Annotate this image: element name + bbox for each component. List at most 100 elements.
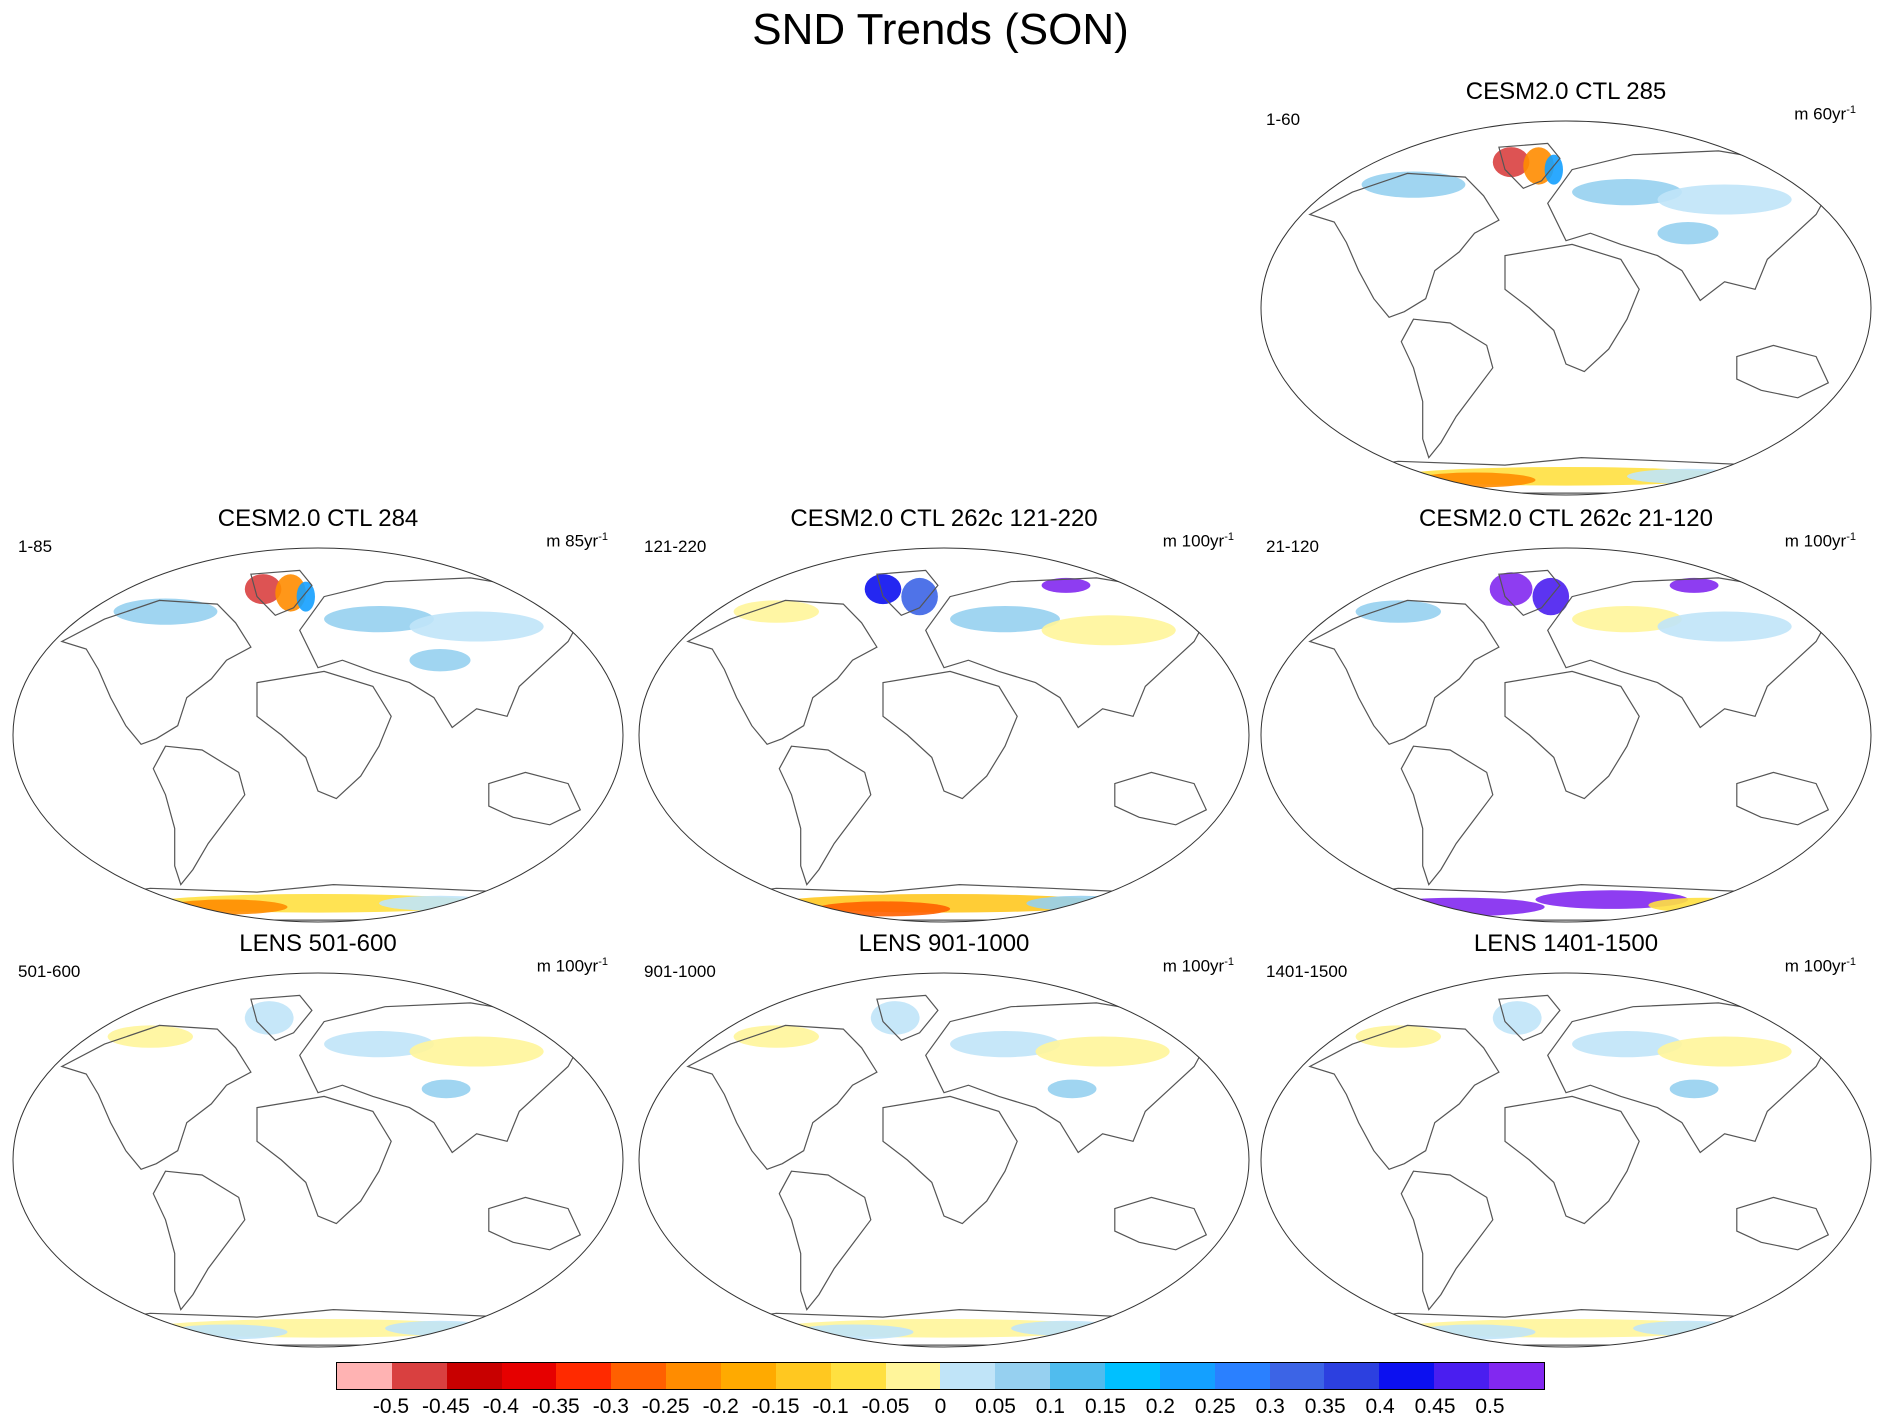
colorbar [336,1362,1545,1390]
panel-period-label: 1-60 [1266,110,1301,129]
colorbar-swatch [1379,1363,1435,1389]
colorbar-tick-label: -0.2 [702,1395,739,1418]
world-map [638,972,1250,1348]
coastline [60,1024,252,1171]
colorbar-tick-label: -0.4 [482,1395,519,1418]
coastline [1736,344,1830,399]
coastline [299,1002,582,1154]
colorbar-tick-label: 0.25 [1194,1395,1236,1418]
map-panel: CESM2.0 CTL 262c 21-120 21-120 m 100yr-1 [1256,505,1876,925]
snow-trend-patch [1669,577,1719,593]
colorbar-tick-label: 0 [934,1395,947,1418]
coastline [686,1024,878,1171]
map-border [1260,120,1872,496]
snow-trend-patch [409,1036,544,1067]
coastline [73,883,563,921]
snow-trend-patch [1657,1036,1792,1067]
colorbar-tick-label: -0.3 [592,1395,629,1418]
map-border [1260,547,1872,923]
coastline [488,771,582,826]
coastline [1547,577,1830,729]
snow-trend-patch [244,1001,294,1035]
map-panel: CESM2.0 CTL 262c 121-220 121-220 m 100yr-1 [634,505,1254,925]
map-panel: LENS 501-600 501-600 m 100yr-1 [8,930,628,1350]
panel-period-label: 501-600 [18,962,81,981]
units-text: m 100yr [1162,956,1225,976]
map-border [12,547,624,923]
colorbar-swatch [775,1363,831,1389]
snow-trend-patch [409,649,471,672]
snow-trend-patch [165,899,288,915]
coastline [152,1170,246,1311]
snow-trend-patch [1355,600,1441,623]
snow-trend-patch [870,1001,920,1035]
coastline [299,577,582,729]
snow-trend-patch [733,600,819,623]
units-exponent: -1 [1846,956,1856,968]
units-exponent: -1 [598,531,608,543]
units-exponent: -1 [1846,531,1856,543]
units-text: m 85yr [546,531,599,551]
panel-title: CESM2.0 CTL 262c 121-220 [790,505,1098,532]
snow-trend-patch [324,1031,434,1058]
coastline [1547,1002,1830,1154]
snow-trend-patch [165,1324,288,1340]
snow-trend-patch [1041,615,1176,646]
colorbar-labels: -0.5 -0.45 -0.4 -0.35 -0.3 -0.25 -0.2 -0.15 -0.1… [336,1395,1545,1421]
snow-trend-patch [1489,572,1533,606]
snow-trend-patch [733,1025,819,1048]
colorbar-swatch [995,1363,1051,1389]
snow-trend-patch [1657,222,1719,245]
snow-trend-patch [379,895,501,911]
panel-period-label: 21-120 [1266,537,1319,556]
snow-trend-patch [324,606,434,633]
panel-title: CESM2.0 CTL 285 [1465,78,1667,105]
colorbar-swatch [1159,1363,1215,1389]
coastline [1400,745,1494,886]
snow-trend-patch [1492,147,1530,178]
colorbar-tick-label: 0.2 [1145,1395,1175,1418]
world-map [638,547,1250,923]
colorbar-tick-label: -0.1 [812,1395,849,1418]
colorbar-swatch [337,1363,392,1389]
panel-title: CESM2.0 CTL 284 [217,505,419,532]
snow-trend-patch [1572,606,1682,633]
colorbar-tick-label: 0.35 [1304,1395,1346,1418]
snow-trend-patch [1035,1036,1170,1067]
colorbar-swatch [1050,1363,1106,1389]
colorbar-tick-label: 0.1 [1035,1395,1065,1418]
snow-trend-patch [1627,468,1749,484]
colorbar-swatch [940,1363,996,1389]
coastline [1321,883,1811,921]
colorbar-swatch [501,1363,557,1389]
colorbar-swatch [1105,1363,1160,1389]
coastline [1114,771,1208,826]
coastline [699,883,1189,921]
map-border [638,547,1250,923]
coastline [1400,318,1494,459]
colorbar-swatch [391,1363,447,1389]
colorbar-tick-label: -0.05 [861,1395,910,1418]
snow-trend-patch [1373,897,1545,917]
colorbar-tick-label: 0.4 [1365,1395,1395,1418]
snow-trend-patch [1657,611,1792,642]
units-exponent: -1 [1224,956,1234,968]
map-border [12,972,624,1348]
snow-trend-patch [1492,1001,1542,1035]
snow-trend-patch [244,574,282,605]
colorbar-swatch [1489,1363,1544,1389]
world-map [1260,972,1872,1348]
coastline [1504,1095,1640,1225]
coastline [1736,771,1830,826]
world-map [12,972,624,1348]
panel-title: LENS 501-600 [239,930,397,957]
coastline [1547,150,1830,302]
colorbar-tick-label: 0.3 [1255,1395,1285,1418]
colorbar-tick-label: -0.45 [421,1395,470,1418]
colorbar-swatch [1434,1363,1490,1389]
map-panel: CESM2.0 CTL 284 1-85 m 85yr-1 [8,505,628,925]
snow-trend-patch [950,606,1060,633]
snow-trend-patch [1413,1324,1536,1340]
coastline [1498,142,1561,190]
map-border [638,972,1250,1348]
